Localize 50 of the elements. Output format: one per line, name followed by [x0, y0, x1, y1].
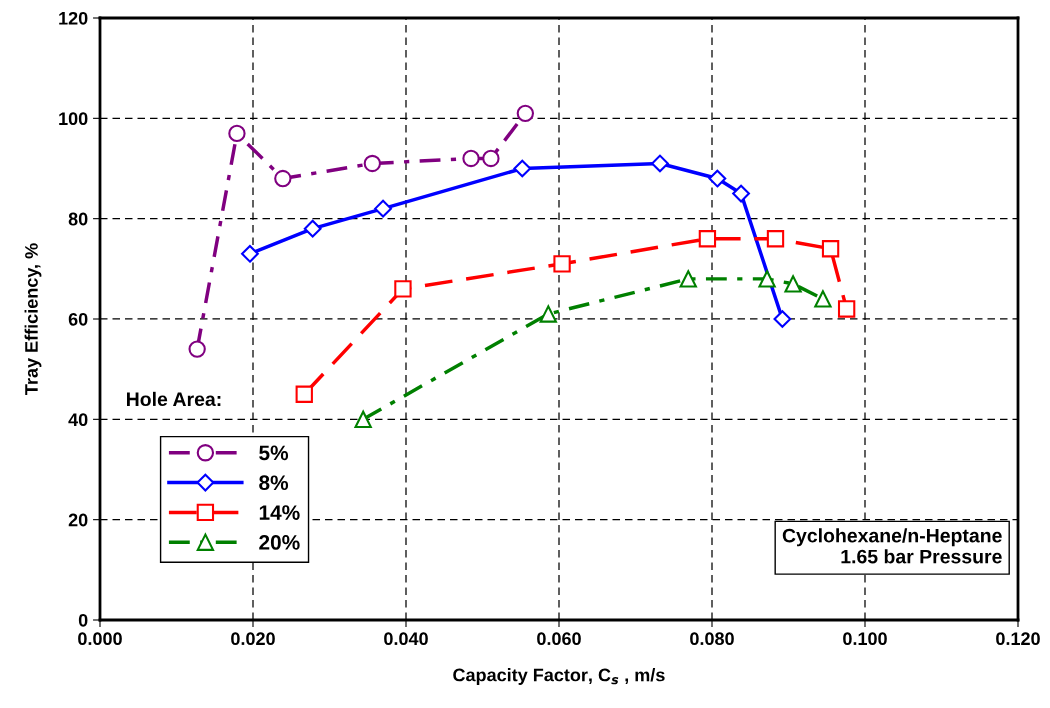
point	[354, 410, 372, 429]
point	[295, 385, 313, 403]
point	[814, 290, 832, 308]
point	[784, 275, 802, 293]
point	[228, 124, 246, 143]
x-tick-label: 0.020	[231, 632, 275, 646]
point	[394, 280, 412, 298]
x-tick-label: 0.100	[843, 632, 887, 646]
y-tick-label: 120	[59, 11, 88, 25]
point	[837, 300, 856, 318]
legend-label: 5%	[259, 445, 289, 461]
point	[821, 240, 840, 258]
x-tick-label: 0.120	[996, 632, 1040, 646]
x-tick-label: 0.000	[78, 632, 122, 646]
point	[758, 270, 776, 288]
x-tick-label: 0.040	[384, 632, 428, 646]
point	[553, 255, 571, 273]
legend-label: 20%	[259, 535, 300, 550]
annotation: Cyclohexane/n-Heptane 1.65 bar Pressure	[782, 528, 1002, 564]
point	[513, 159, 532, 178]
point	[698, 230, 717, 248]
y-tick-label: 20	[68, 513, 88, 527]
x-tick-label: 0.080	[690, 632, 734, 646]
point	[516, 104, 535, 122]
point	[374, 199, 392, 218]
legend-label: 14%	[259, 505, 300, 520]
x-axis-title: Capacity Factor, C$_{s}$ , m/s	[453, 668, 665, 685]
y-axis-title: Tray Efficiency, %	[24, 243, 42, 395]
point	[274, 169, 292, 188]
point	[482, 149, 500, 168]
y-tick-label: 40	[68, 413, 88, 427]
legend-title: Hole Area:	[127, 391, 221, 407]
y-tick-label: 80	[68, 212, 88, 226]
point	[679, 270, 697, 288]
y-tick-label: 0	[78, 613, 88, 627]
point	[241, 244, 259, 263]
y-tick-label: 60	[68, 312, 88, 326]
point	[708, 169, 727, 188]
point	[462, 149, 480, 168]
y-tick-label: 100	[59, 112, 88, 126]
point	[766, 230, 785, 248]
point	[773, 310, 792, 328]
x-tick-label: 0.060	[537, 632, 581, 646]
point	[303, 219, 322, 238]
point	[363, 154, 382, 173]
point	[539, 305, 557, 323]
point	[732, 184, 750, 203]
legend-label: 8%	[259, 475, 289, 491]
point	[651, 154, 669, 173]
point	[188, 340, 206, 358]
